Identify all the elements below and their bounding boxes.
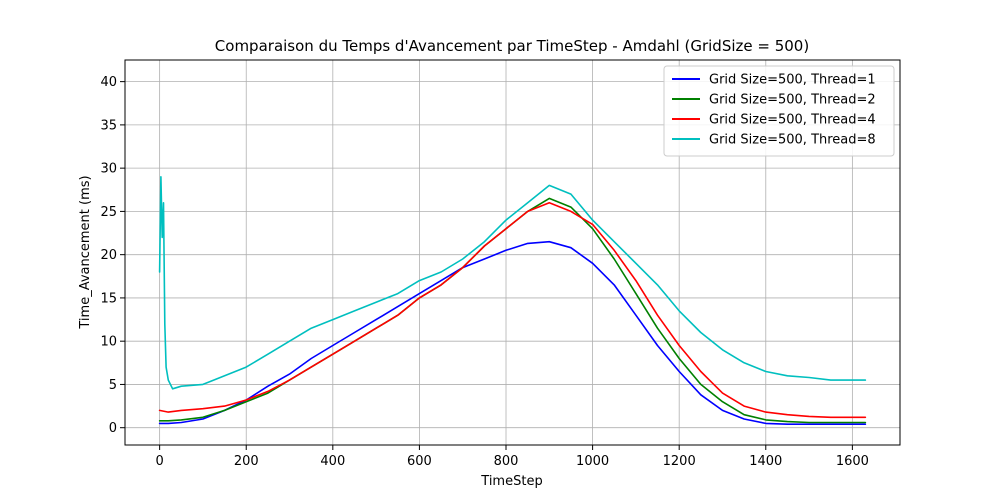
x-axis-label: TimeStep <box>480 474 542 489</box>
y-tick-label: 40 <box>100 75 117 90</box>
legend-entry: Grid Size=500, Thread=1 <box>709 73 876 88</box>
series-layer <box>158 176 867 426</box>
y-tick-label: 0 <box>109 421 117 436</box>
x-tick-label: 1400 <box>749 454 782 469</box>
y-tick-label: 20 <box>100 248 117 263</box>
x-tick-label: 0 <box>155 454 163 469</box>
y-tick-label: 15 <box>100 291 117 306</box>
legend-entry: Grid Size=500, Thread=2 <box>709 93 876 108</box>
y-tick-label: 35 <box>100 118 117 133</box>
x-tick-label: 1000 <box>576 454 609 469</box>
y-tick-label: 30 <box>100 162 117 177</box>
y-tick-label: 25 <box>100 205 117 220</box>
y-axis-label: Time_Avancement (ms) <box>78 175 93 329</box>
series-line-thread-4 <box>158 176 867 390</box>
y-tick-label: 10 <box>100 335 117 350</box>
x-tick-label: 200 <box>234 454 259 469</box>
x-tick-label: 1600 <box>836 454 869 469</box>
legend: Grid Size=500, Thread=1 Grid Size=500, Th… <box>663 65 895 157</box>
chart-title: Comparaison du Temps d'Avancement par Ti… <box>215 37 809 55</box>
series-line-thread-1 <box>158 240 867 426</box>
y-tick-label: 5 <box>109 378 117 393</box>
ticks: 0 200 400 600 800 1000 1200 1400 1600 0 5 10 15 20 25 3… <box>100 75 868 469</box>
x-tick-label: 800 <box>494 454 519 469</box>
x-tick-label: 400 <box>320 454 345 469</box>
x-tick-label: 600 <box>407 454 432 469</box>
legend-box <box>663 65 895 157</box>
x-tick-label: 1200 <box>663 454 696 469</box>
legend-entry: Grid Size=500, Thread=4 <box>709 113 876 128</box>
series-line-thread-3 <box>158 202 867 419</box>
plot-frame <box>124 59 901 446</box>
legend-entry: Grid Size=500, Thread=8 <box>709 133 876 148</box>
